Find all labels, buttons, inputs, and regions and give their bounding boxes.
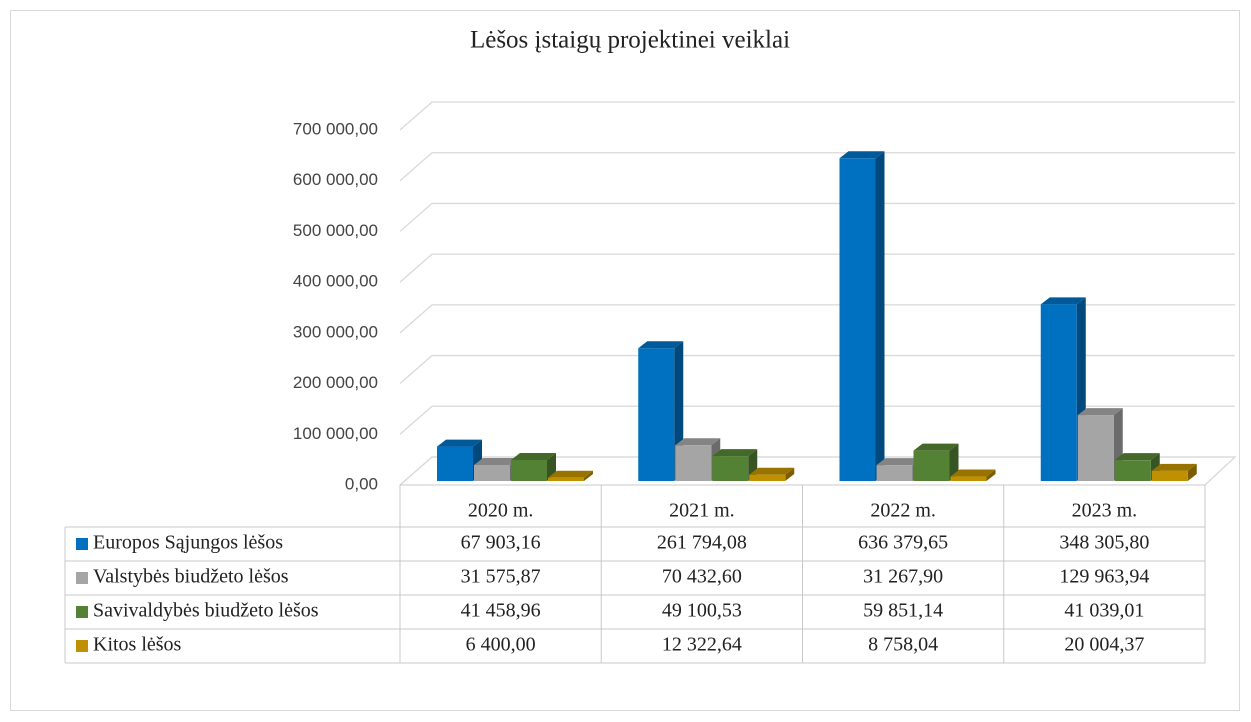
bar-top xyxy=(511,452,556,460)
legend-key xyxy=(76,640,88,652)
x-tick-label: 2022 m. xyxy=(870,500,936,522)
bar xyxy=(1077,415,1114,481)
table-value: 129 963,94 xyxy=(1059,566,1149,588)
bar xyxy=(1040,304,1077,481)
bar xyxy=(913,450,950,481)
grid-line xyxy=(399,304,1235,334)
legend-label: Kitos lėšos xyxy=(93,634,182,656)
table-value: 20 004,37 xyxy=(1064,634,1144,656)
bar-side xyxy=(949,443,959,481)
table-value: 8 758,04 xyxy=(868,634,938,656)
y-tick-label: 500 000,00 xyxy=(293,221,378,240)
floor xyxy=(399,456,1237,486)
bar-top xyxy=(839,151,885,159)
table-value: 41 458,96 xyxy=(461,600,541,622)
bar xyxy=(511,459,547,481)
bar xyxy=(876,465,913,481)
bar-top xyxy=(1077,408,1123,416)
grid-line xyxy=(399,253,1235,283)
bar-top xyxy=(638,341,684,349)
bar-top xyxy=(1114,453,1160,461)
grid-line xyxy=(399,405,1235,435)
table-value: 67 903,16 xyxy=(461,532,541,554)
legend-label: Valstybės biudžeto lėšos xyxy=(93,566,289,588)
grid-line xyxy=(399,202,1235,232)
bar-top xyxy=(675,438,721,446)
table-value: 261 794,08 xyxy=(657,532,747,554)
bar-top xyxy=(950,469,996,477)
bar xyxy=(675,445,712,481)
chart-frame xyxy=(10,10,1240,711)
bar xyxy=(950,476,987,481)
grid-line xyxy=(399,354,1235,385)
table-value: 59 851,14 xyxy=(863,600,943,622)
bar xyxy=(749,474,786,481)
y-tick-label: 100 000,00 xyxy=(293,424,378,443)
bar xyxy=(548,477,584,481)
bar-top xyxy=(548,470,593,478)
table-value: 49 100,53 xyxy=(662,600,742,622)
bar-side xyxy=(986,469,996,481)
table-value: 31 267,90 xyxy=(863,566,943,588)
x-tick-label: 2023 m. xyxy=(1072,500,1138,522)
bar-top xyxy=(1151,463,1197,471)
legend-key xyxy=(76,538,88,550)
table-value: 41 039,01 xyxy=(1064,600,1144,622)
bar xyxy=(474,464,510,481)
table-value: 70 432,60 xyxy=(662,566,742,588)
bar-side xyxy=(1187,463,1197,481)
bar-top xyxy=(1040,297,1086,305)
y-tick-label: 700 000,00 xyxy=(293,119,378,138)
bar-top xyxy=(876,458,922,466)
y-tick-label: 0,00 xyxy=(345,474,378,493)
chart-title: Lėšos įstaigų projektinei veiklai xyxy=(470,27,790,54)
legend-key xyxy=(76,606,88,618)
table-value: 12 322,64 xyxy=(662,634,742,656)
bar xyxy=(1151,470,1188,481)
legend-label: Europos Sąjungos lėšos xyxy=(93,532,283,554)
table-value: 348 305,80 xyxy=(1059,532,1149,554)
y-tick-label: 600 000,00 xyxy=(293,170,378,189)
grid-line xyxy=(399,101,1235,131)
grid-line xyxy=(399,152,1235,182)
x-tick-label: 2021 m. xyxy=(669,500,735,522)
bar-side xyxy=(785,467,795,481)
table-value: 636 379,65 xyxy=(858,532,948,554)
x-tick-label: 2020 m. xyxy=(468,500,534,522)
bar-top xyxy=(437,439,482,447)
table-value: 31 575,87 xyxy=(461,566,541,588)
bar-top xyxy=(913,443,959,451)
y-tick-label: 300 000,00 xyxy=(293,322,378,341)
y-tick-label: 400 000,00 xyxy=(293,272,378,291)
y-tick-label: 200 000,00 xyxy=(293,373,378,392)
bar xyxy=(1114,460,1151,481)
bar-top xyxy=(474,457,519,465)
bar-side xyxy=(875,151,885,482)
bar xyxy=(839,158,876,482)
bar-top xyxy=(712,449,758,457)
legend-label: Savivaldybės biudžeto lėšos xyxy=(93,600,319,622)
table-value: 6 400,00 xyxy=(466,634,536,656)
bar-side xyxy=(584,470,593,481)
legend-key xyxy=(76,572,88,584)
bar xyxy=(712,456,749,481)
bar xyxy=(437,446,473,481)
bar xyxy=(638,348,675,481)
bar-top xyxy=(749,467,795,475)
